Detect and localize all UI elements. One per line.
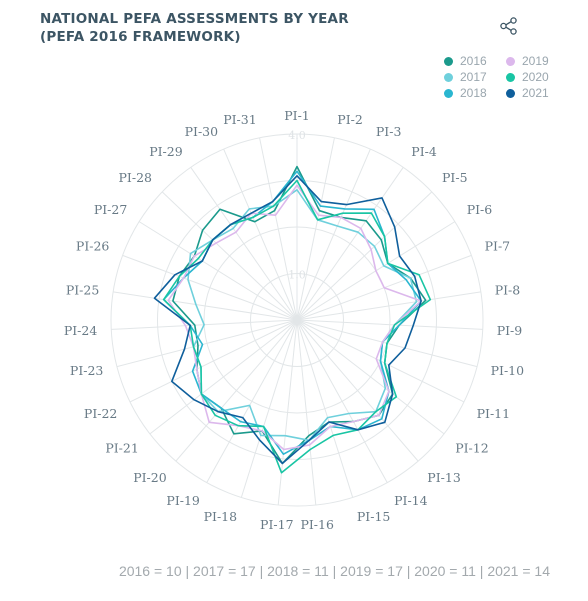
grid-spoke	[116, 319, 298, 368]
legend-item-2020[interactable]: 2020	[506, 69, 564, 85]
category-label: PI-23	[70, 363, 104, 378]
legend-label: 2016	[460, 54, 487, 68]
category-label: PI-21	[105, 440, 138, 455]
category-label: PI-15	[357, 509, 390, 524]
series-line-2021	[153, 175, 422, 465]
chart-title: NATIONAL PEFA ASSESSMENTS BY YEAR (PEFA …	[40, 10, 349, 46]
radial-tick-label: 4.0	[288, 129, 306, 142]
legend-item-2016[interactable]: 2016	[444, 53, 506, 69]
category-label: PI-14	[394, 493, 428, 508]
grid-spoke	[190, 167, 298, 321]
category-label: PI-28	[119, 170, 153, 185]
grid-spoke	[296, 137, 335, 321]
category-label: PI-30	[185, 124, 219, 139]
category-label: PI-31	[223, 112, 256, 127]
category-label: PI-7	[485, 239, 511, 254]
legend-marker	[506, 88, 515, 98]
series-group	[153, 165, 432, 474]
category-label: PI-10	[491, 363, 525, 378]
legend-marker	[444, 88, 453, 98]
legend-label: 2019	[522, 54, 549, 68]
category-label: PI-20	[133, 470, 167, 485]
grid-spoke	[296, 319, 419, 462]
grid-spoke	[296, 319, 483, 330]
radial-tick-label: 1.0	[288, 269, 306, 282]
share-icon-svg	[500, 17, 517, 35]
category-label: PI-24	[64, 323, 98, 338]
legend-marker	[506, 56, 515, 66]
category-label: PI-12	[455, 440, 488, 455]
legend-label: 2018	[460, 86, 487, 100]
grid-spoke	[296, 319, 445, 435]
grid-spoke	[175, 319, 298, 462]
category-label: PI-3	[376, 124, 402, 139]
grid-spoke	[277, 319, 298, 506]
chart-title-line-1: NATIONAL PEFA ASSESSMENTS BY YEAR	[40, 11, 349, 27]
grid-spoke	[296, 167, 404, 321]
legend-label: 2017	[460, 70, 487, 84]
grid-spoke	[296, 319, 388, 483]
legend-item-2019[interactable]: 2019	[506, 53, 564, 69]
grid-spoke	[240, 319, 298, 498]
legend-label: 2021	[522, 86, 549, 100]
legend-label: 2020	[522, 70, 549, 84]
grid-spoke	[113, 291, 298, 321]
category-label: PI-6	[467, 202, 493, 217]
series-line-2017	[187, 189, 418, 442]
chart-title-line-2: (PEFA 2016 FRAMEWORK)	[40, 29, 241, 45]
legend-item-2018[interactable]: 2018	[444, 85, 506, 101]
category-labels: PI-1 PI-2 PI-3 PI-4 PI-5 PI-6 PI-7 PI-8 PI-9 PI-1…	[64, 108, 524, 532]
grid-spoke	[206, 319, 298, 483]
category-label: PI-16	[300, 517, 334, 532]
legend-item-2017[interactable]: 2017	[444, 69, 506, 85]
category-label: PI-29	[149, 144, 183, 159]
category-label: PI-25	[66, 283, 99, 298]
category-label: PI-4	[411, 144, 437, 159]
category-label: PI-18	[204, 509, 238, 524]
legend-marker	[444, 72, 453, 82]
grid-spoke	[138, 221, 298, 321]
category-label: PI-27	[94, 202, 128, 217]
category-label: PI-8	[495, 283, 521, 298]
category-label: PI-11	[477, 406, 510, 421]
series-line-2019	[167, 184, 422, 451]
grid-spoke	[296, 291, 481, 321]
grid-spoke	[122, 254, 298, 321]
grid-spoke	[161, 191, 298, 321]
chart-legend: 2016 2019 2017 2020 2018 2021	[444, 53, 564, 101]
grid-spoke	[296, 319, 354, 498]
grid-spoke	[129, 319, 298, 403]
category-label: PI-13	[427, 470, 461, 485]
category-label: PI-22	[84, 406, 117, 421]
category-label: PI-9	[497, 323, 523, 338]
grid-spoke	[259, 137, 298, 321]
legend-item-2021[interactable]: 2021	[506, 85, 564, 101]
share-icon[interactable]	[498, 15, 520, 37]
legend-marker	[506, 72, 515, 82]
legend-marker	[444, 56, 453, 66]
assessment-count-footer: 2016 = 10 | 2017 = 17 | 2018 = 11 | 2019…	[118, 563, 550, 579]
grid-spoke	[296, 148, 371, 321]
grid-spoke	[149, 319, 298, 435]
category-label: PI-17	[260, 517, 294, 532]
category-label: PI-2	[337, 112, 363, 127]
series-line-2020	[162, 179, 432, 474]
grid-spoke	[223, 148, 298, 321]
category-label: PI-19	[166, 493, 200, 508]
category-label: PI-1	[284, 108, 310, 123]
grid-spoke	[296, 191, 433, 321]
grid-spoke	[296, 319, 317, 506]
category-label: PI-5	[442, 170, 468, 185]
category-label: PI-26	[76, 239, 110, 254]
radial-ticks: 4.0 1.0	[288, 129, 306, 282]
